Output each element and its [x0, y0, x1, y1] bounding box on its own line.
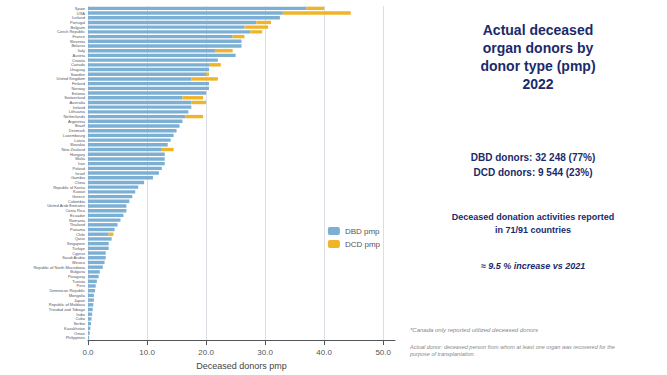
svg-text:30.0: 30.0	[257, 348, 273, 357]
svg-text:organ donors by: organ donors by	[483, 40, 594, 56]
svg-text:purpose of transplantation.: purpose of transplantation.	[409, 351, 475, 357]
svg-text:Panama: Panama	[70, 227, 85, 232]
svg-text:Switzerland: Switzerland	[64, 95, 85, 101]
svg-text:Iran: Iran	[78, 161, 85, 167]
svg-text:*Canada only reported utilized: *Canada only reported utilized deceased …	[410, 327, 538, 333]
svg-text:Norway: Norway	[71, 85, 85, 91]
svg-text:France: France	[72, 34, 85, 40]
svg-text:Poland: Poland	[72, 165, 85, 171]
svg-text:Mongolia: Mongolia	[68, 292, 85, 298]
svg-text:≈ 9.5 % increase vs 2021: ≈ 9.5 % increase vs 2021	[481, 261, 586, 271]
svg-text:Cuba: Cuba	[75, 316, 85, 322]
svg-text:Japan: Japan	[74, 297, 85, 303]
svg-text:DCD pmp: DCD pmp	[345, 240, 381, 249]
svg-text:50.0: 50.0	[375, 348, 391, 357]
svg-text:DCD donors: 9 544 (23%): DCD donors: 9 544 (23%)	[474, 167, 593, 178]
svg-text:Qatar: Qatar	[75, 236, 85, 242]
svg-text:Estonia: Estonia	[71, 90, 85, 96]
svg-text:Greece: Greece	[71, 194, 85, 200]
svg-text:USA: USA	[76, 10, 85, 16]
svg-text:Paraguay: Paraguay	[67, 274, 85, 280]
svg-text:Cyprus: Cyprus	[72, 250, 85, 256]
svg-text:Chile: Chile	[75, 231, 85, 237]
svg-text:New Zealand: New Zealand	[61, 147, 85, 152]
svg-text:Republic of North Macedonia: Republic of North Macedonia	[33, 264, 85, 270]
svg-text:Luxembourg: Luxembourg	[62, 132, 85, 138]
svg-text:Peru: Peru	[76, 283, 85, 289]
svg-text:Deceased donors pmp: Deceased donors pmp	[196, 361, 287, 371]
svg-text:Portugal: Portugal	[70, 20, 85, 25]
svg-text:10.0: 10.0	[139, 348, 155, 357]
svg-text:Uruguay: Uruguay	[69, 67, 85, 72]
svg-text:DBD donors: 32 248 (77%): DBD donors: 32 248 (77%)	[471, 152, 595, 163]
svg-text:Costa Rica: Costa Rica	[65, 208, 85, 214]
svg-text:Kuwait: Kuwait	[73, 189, 85, 195]
svg-text:2022: 2022	[522, 76, 553, 92]
svg-text:Dominican Republic: Dominican Republic	[49, 288, 85, 294]
svg-text:Hungary: Hungary	[69, 151, 85, 157]
svg-text:Malta: Malta	[75, 156, 85, 162]
svg-text:Bulgaria: Bulgaria	[70, 269, 85, 275]
svg-text:DBD pmp: DBD pmp	[345, 227, 380, 236]
svg-text:Netherlands: Netherlands	[63, 114, 85, 120]
svg-text:donor type (pmp): donor type (pmp)	[480, 58, 595, 74]
svg-text:Italy: Italy	[77, 48, 85, 54]
svg-text:Serbia: Serbia	[73, 321, 85, 327]
svg-text:Republic of Korea: Republic of Korea	[53, 184, 85, 190]
svg-text:Belgium: Belgium	[70, 24, 85, 30]
svg-text:Thailand: Thailand	[69, 222, 85, 228]
svg-text:Colombia: Colombia	[68, 198, 85, 204]
svg-text:Spain: Spain	[74, 5, 85, 11]
svg-text:Belarus: Belarus	[71, 43, 85, 49]
svg-text:Latvia: Latvia	[74, 137, 85, 143]
svg-text:Kazakhstan: Kazakhstan	[64, 325, 85, 331]
svg-text:Slovakia: Slovakia	[69, 142, 85, 148]
svg-text:United Arab Emirates: United Arab Emirates	[47, 203, 85, 209]
svg-text:China: China	[74, 180, 85, 185]
svg-text:India: India	[76, 311, 85, 317]
svg-text:40.0: 40.0	[316, 348, 332, 357]
svg-text:Saudi Arabia: Saudi Arabia	[62, 255, 85, 261]
svg-text:Croatia: Croatia	[72, 57, 85, 63]
svg-text:Romania: Romania	[69, 217, 85, 223]
svg-text:United Kingdom: United Kingdom	[56, 76, 85, 82]
svg-text:Sweden: Sweden	[70, 71, 85, 77]
svg-text:Actual deceased: Actual deceased	[483, 22, 594, 38]
svg-text:Philippines: Philippines	[66, 335, 85, 340]
svg-text:Czech Republic: Czech Republic	[57, 29, 85, 35]
svg-text:Brazil: Brazil	[75, 123, 85, 129]
svg-text:Ecuador: Ecuador	[70, 212, 85, 218]
svg-text:Israel: Israel	[75, 170, 85, 176]
svg-text:Deceased donation activities r: Deceased donation activities reported	[452, 212, 615, 222]
svg-text:Lithuania: Lithuania	[68, 109, 85, 115]
svg-text:Republic of Moldova: Republic of Moldova	[48, 302, 85, 308]
svg-text:Austria: Austria	[72, 52, 85, 58]
svg-text:Slovenia: Slovenia	[69, 38, 85, 44]
svg-text:Canada: Canada	[71, 62, 85, 68]
svg-text:Finland: Finland	[71, 81, 85, 87]
svg-text:0.0: 0.0	[82, 348, 94, 357]
svg-text:Actual donor: deceased person: Actual donor: deceased person from whom …	[409, 344, 615, 350]
svg-text:Singapore: Singapore	[66, 241, 85, 247]
svg-text:Tunisia: Tunisia	[72, 278, 85, 284]
svg-text:Argentina: Argentina	[67, 118, 85, 124]
svg-text:in 71/91 countries: in 71/91 countries	[495, 225, 571, 235]
svg-text:Denmark: Denmark	[68, 128, 85, 134]
svg-text:Australia: Australia	[69, 100, 85, 105]
svg-text:Gambia: Gambia	[71, 175, 85, 181]
svg-text:Mexico: Mexico	[72, 260, 85, 265]
svg-text:Ireland: Ireland	[72, 104, 85, 110]
svg-text:Trinidad and Tobago: Trinidad and Tobago	[48, 307, 85, 312]
svg-text:Türkiye: Türkiye	[71, 245, 85, 251]
svg-text:Oman: Oman	[74, 330, 85, 336]
svg-text:20.0: 20.0	[198, 348, 214, 357]
svg-text:Iceland: Iceland	[72, 15, 85, 21]
